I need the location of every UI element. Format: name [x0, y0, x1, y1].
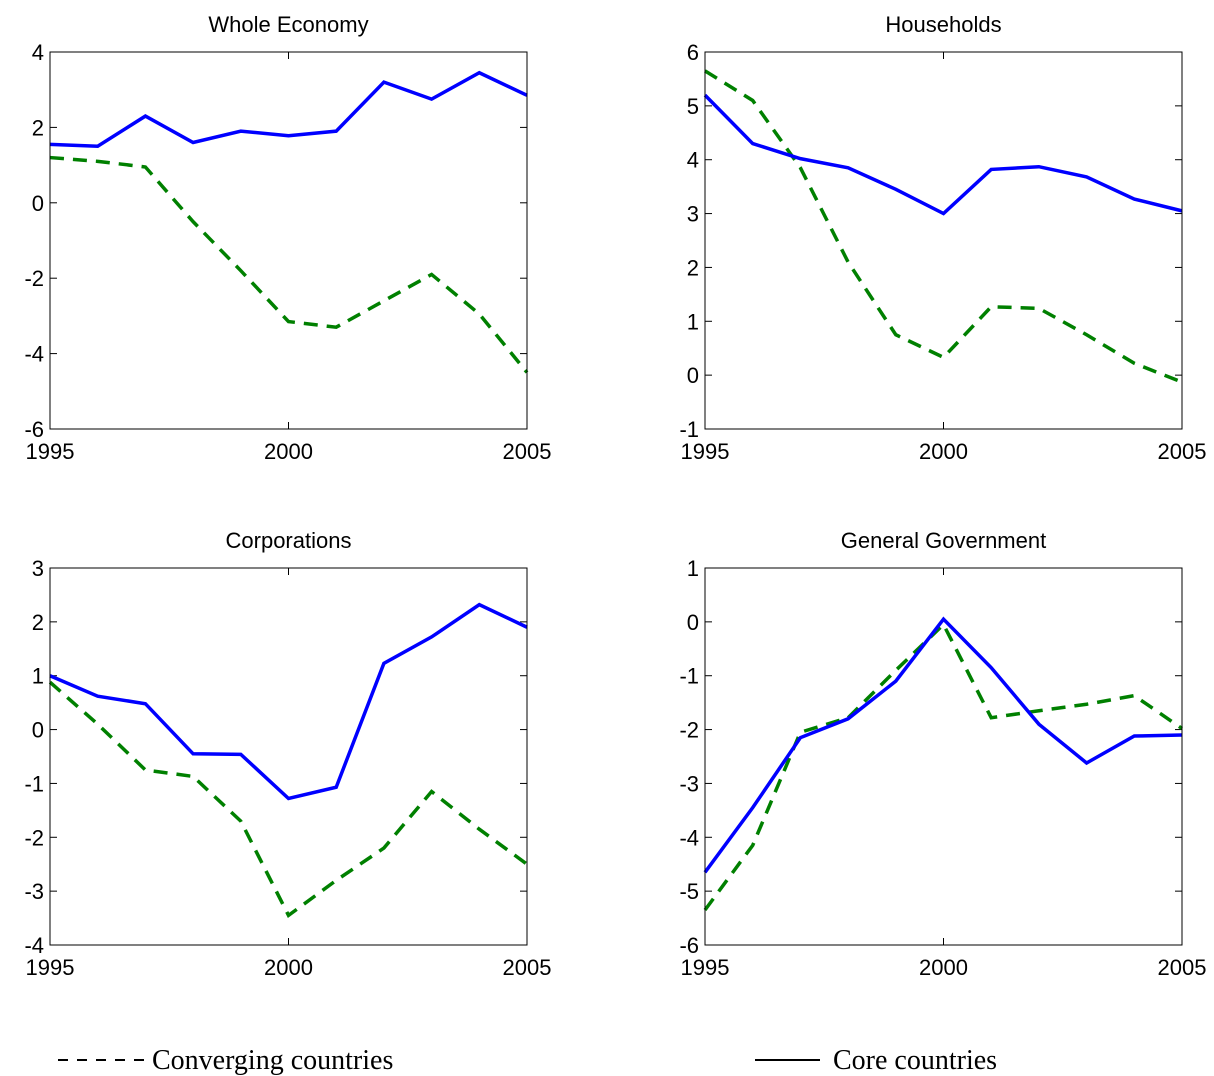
chart-title: Whole Economy	[208, 12, 368, 37]
series-line	[703, 93, 1183, 216]
axes-frame	[704, 567, 1183, 946]
y-tick-label: -1	[24, 771, 44, 796]
plot-area	[48, 602, 529, 919]
x-tick-label: 2000	[919, 439, 968, 464]
series-line	[48, 680, 529, 919]
y-tick-label: -4	[24, 342, 44, 367]
plot-area	[49, 70, 529, 374]
y-tick-label: 0	[32, 191, 44, 216]
x-tick-label: 1995	[681, 955, 730, 980]
y-tick-label: -6	[24, 417, 44, 442]
y-tick-label: 2	[32, 115, 44, 140]
y-tick-label: -3	[679, 771, 699, 796]
y-tick-label: -6	[679, 933, 699, 958]
chart-title: General Government	[841, 528, 1046, 553]
x-tick-label: 2000	[264, 955, 313, 980]
y-tick-label: 1	[32, 664, 44, 689]
series-line	[49, 602, 528, 801]
x-tick-label: 1995	[26, 955, 75, 980]
x-tick-label: 2000	[264, 439, 313, 464]
y-tick-label: 3	[687, 202, 699, 227]
y-tick-label: -1	[679, 417, 699, 442]
chart-title: Corporations	[226, 528, 352, 553]
y-tick-label: 6	[687, 40, 699, 65]
y-tick-label: -2	[24, 825, 44, 850]
y-tick-label: -5	[679, 879, 699, 904]
y-tick-label: -1	[679, 664, 699, 689]
x-tick-label: 2000	[919, 955, 968, 980]
series-line	[704, 69, 1183, 384]
y-tick-label: -2	[679, 718, 699, 743]
axes-frame	[704, 51, 1183, 430]
y-tick-label: -4	[679, 825, 699, 850]
series-line	[703, 616, 1183, 874]
plot-area	[703, 69, 1183, 384]
x-tick-label: 1995	[681, 439, 730, 464]
series-line	[49, 155, 529, 374]
y-tick-label: 4	[687, 148, 699, 173]
y-tick-label: 4	[32, 40, 44, 65]
y-tick-label: 1	[687, 556, 699, 581]
y-tick-label: -3	[24, 879, 44, 904]
x-tick-label: 2005	[1158, 955, 1207, 980]
x-tick-label: 2005	[503, 955, 552, 980]
y-tick-label: -4	[24, 933, 44, 958]
x-tick-label: 2005	[1158, 439, 1207, 464]
y-tick-label: 2	[687, 255, 699, 280]
y-tick-label: -2	[24, 266, 44, 291]
series-line	[49, 70, 528, 149]
plot-area	[703, 616, 1183, 912]
axes-frame	[49, 567, 528, 946]
legend-label: Converging countries	[152, 1045, 393, 1076]
y-tick-label: 0	[687, 610, 699, 635]
legend-label: Core countries	[833, 1045, 997, 1076]
x-tick-label: 1995	[26, 439, 75, 464]
y-tick-label: 1	[687, 309, 699, 334]
y-tick-label: 0	[687, 363, 699, 388]
y-tick-label: 2	[32, 610, 44, 635]
x-tick-label: 2005	[503, 439, 552, 464]
y-tick-label: 3	[32, 556, 44, 581]
y-tick-label: 5	[687, 94, 699, 119]
y-tick-label: 0	[32, 718, 44, 743]
series-line	[703, 621, 1183, 912]
axes-frame	[49, 51, 528, 430]
chart-title: Households	[885, 12, 1001, 37]
